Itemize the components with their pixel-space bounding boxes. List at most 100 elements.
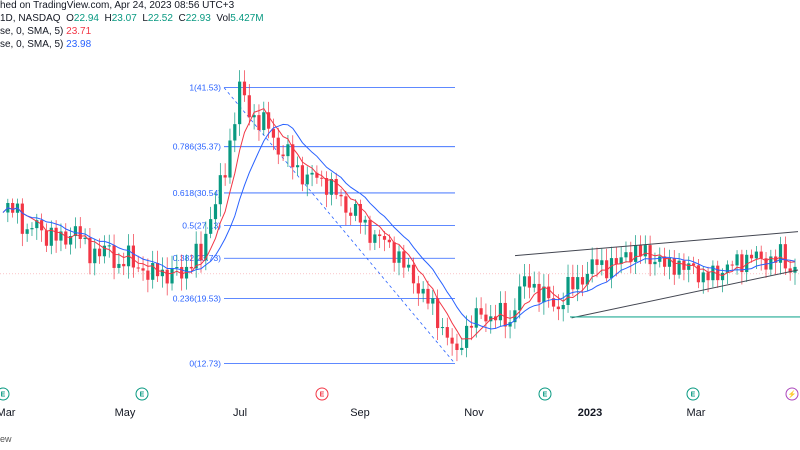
candle-body: [170, 268, 174, 284]
candle-body: [778, 244, 783, 263]
candle-body: [11, 203, 15, 213]
candle-body: [146, 270, 150, 280]
candle-body: [508, 322, 512, 327]
candle: [102, 235, 107, 264]
candle-body: [687, 263, 691, 270]
candle-body: [793, 266, 797, 273]
candle-body: [638, 245, 643, 257]
candle: [11, 198, 15, 218]
time-axis-label: Mar: [687, 407, 706, 419]
candle-body: [180, 267, 184, 279]
candle-body: [658, 256, 662, 262]
candle: [503, 291, 507, 339]
earnings-letter: E: [320, 392, 325, 399]
earnings-circle: [315, 387, 329, 401]
candle: [324, 171, 329, 208]
candle-body: [281, 154, 285, 157]
candle-body: [83, 237, 87, 240]
candle: [40, 213, 44, 242]
candle: [793, 258, 797, 285]
sma-slow-legend[interactable]: se, 0, SMA, 5) 23.98: [0, 39, 91, 51]
fib-level-label: 0.786(35.37): [173, 142, 221, 152]
candle-body: [585, 273, 589, 285]
candle: [730, 260, 734, 271]
earnings-circle: [538, 387, 552, 401]
candle-body: [78, 226, 82, 240]
candle: [329, 172, 333, 206]
candle: [339, 189, 343, 207]
candle: [136, 255, 140, 273]
candle: [416, 275, 420, 306]
candle: [653, 252, 657, 276]
candle: [382, 230, 387, 252]
high-value: 23.07: [111, 13, 137, 24]
sma-fast-legend[interactable]: se, 0, SMA, 5) 23.71: [0, 26, 91, 38]
candle: [213, 192, 218, 230]
candle: [194, 231, 198, 278]
fibonacci-retracement[interactable]: 1(41.53) 0.786(35.37) 0.618(30.54) 0.5(27.1…: [173, 83, 455, 369]
candle-body: [64, 231, 68, 245]
candle-body: [716, 265, 720, 281]
candle: [629, 241, 633, 274]
fib-level-label: 0.5(27.13): [182, 221, 221, 231]
candle-body: [643, 245, 647, 257]
candle-body: [614, 258, 618, 264]
candle-body: [315, 172, 319, 178]
candle-body: [465, 325, 469, 348]
candle-body: [300, 165, 305, 185]
candle: [585, 261, 589, 291]
candle-body: [532, 283, 536, 288]
candle-body: [97, 248, 102, 257]
candle-body: [267, 112, 271, 129]
candle: [6, 198, 10, 223]
candle-body: [252, 115, 256, 118]
candle-body: [40, 220, 44, 231]
candle-body: [701, 272, 705, 283]
candle: [498, 291, 503, 327]
candle-body: [247, 95, 251, 118]
time-axis-label: Jul: [233, 407, 247, 419]
candle-body: [102, 245, 107, 257]
channel-lower-line: [571, 269, 799, 319]
candle: [107, 234, 111, 258]
candle: [54, 220, 58, 253]
earnings-letter: E: [543, 392, 548, 399]
volume-value: 5.427M: [230, 13, 264, 24]
candle-body: [740, 254, 744, 273]
fib-level-label: 0.236(19.53): [173, 293, 221, 303]
candle-body: [484, 314, 488, 322]
candle-body: [629, 252, 633, 262]
sma-fast-label: se, 0, SMA, 5): [0, 26, 64, 37]
candle: [595, 247, 599, 278]
candle-body: [334, 178, 338, 195]
candle-body: [349, 212, 353, 216]
candle-body: [556, 306, 560, 310]
candle-body: [445, 327, 449, 338]
candle: [551, 285, 556, 312]
candle-body: [503, 302, 507, 327]
candle-body: [30, 228, 34, 230]
sma-fast-value: 23.71: [66, 26, 92, 37]
candle-body: [339, 194, 343, 197]
candle: [242, 70, 247, 102]
candle-body: [382, 236, 387, 240]
candle: [88, 228, 92, 275]
candle: [682, 253, 686, 281]
time-axis: Mar May Jul Sep Nov 2023 Mar: [0, 407, 706, 419]
candle: [720, 268, 725, 293]
rising-wedge-channel[interactable]: [514, 231, 799, 319]
earnings-letter: E: [140, 392, 145, 399]
candle: [25, 223, 29, 242]
candle-body: [262, 112, 266, 131]
candle-body: [69, 236, 73, 245]
candle: [465, 315, 469, 358]
candle: [78, 217, 82, 249]
candle: [778, 236, 783, 275]
low-value: 22.52: [147, 13, 173, 24]
candle-body: [368, 219, 372, 243]
candle: [436, 289, 440, 340]
earnings-circle: [686, 387, 700, 401]
candle: [44, 223, 49, 252]
candle-body: [672, 258, 676, 275]
